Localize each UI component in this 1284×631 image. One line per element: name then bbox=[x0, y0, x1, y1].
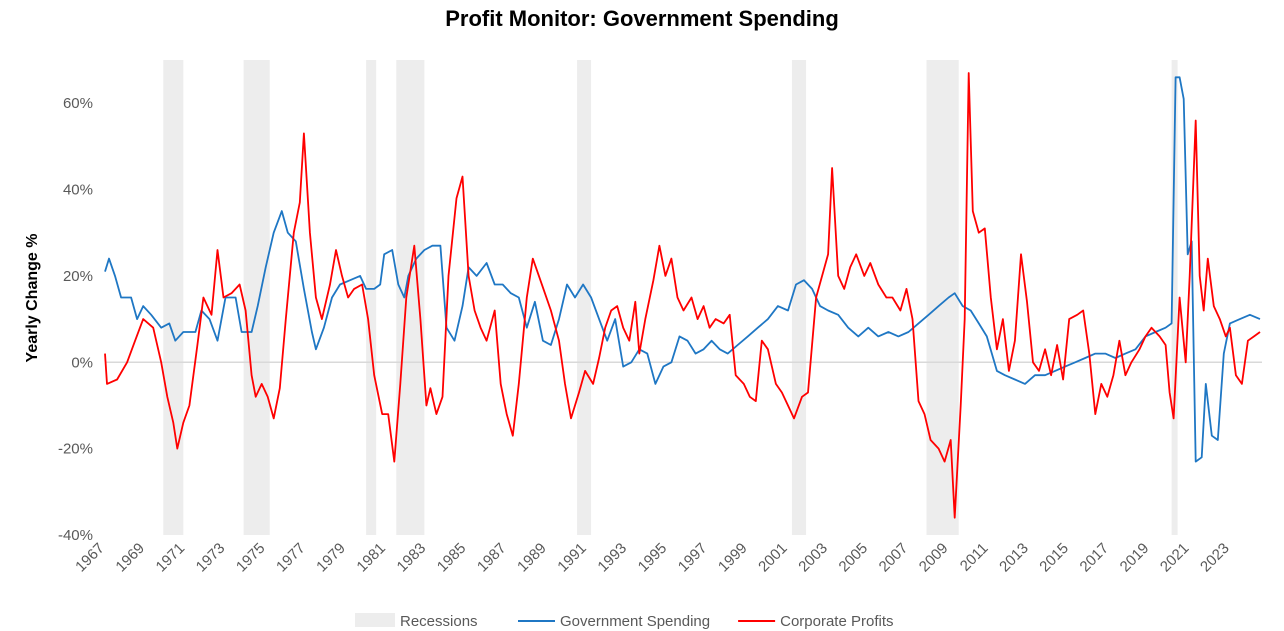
recession-band bbox=[926, 60, 959, 535]
x-tick-label: 2001 bbox=[755, 540, 791, 576]
y-tick-label: 60% bbox=[63, 95, 93, 112]
x-tick-label: 2021 bbox=[1157, 540, 1193, 576]
legend-label: Corporate Profits bbox=[780, 613, 893, 630]
x-tick-label: 2011 bbox=[957, 540, 992, 575]
y-tick-label: 20% bbox=[63, 268, 93, 285]
line-series bbox=[104, 72, 1261, 519]
recession-band bbox=[577, 60, 592, 535]
x-tick-label: 2009 bbox=[916, 540, 952, 576]
x-tick-label: 2015 bbox=[1036, 540, 1072, 576]
y-tick-label: 40% bbox=[63, 182, 93, 199]
x-tick-label: 2019 bbox=[1117, 540, 1153, 576]
x-tick-label: 1985 bbox=[434, 540, 470, 576]
x-tick-label: 2017 bbox=[1077, 540, 1113, 576]
x-tick-label: 1973 bbox=[193, 540, 229, 576]
recession-band bbox=[163, 60, 184, 535]
x-tick-label: 2003 bbox=[795, 540, 831, 576]
x-tick-label: 1967 bbox=[72, 540, 108, 576]
x-tick-label: 1969 bbox=[112, 540, 148, 576]
chart-title: Profit Monitor: Government Spending bbox=[445, 6, 839, 31]
x-tick-label: 1995 bbox=[635, 540, 671, 576]
recession-band bbox=[243, 60, 270, 535]
y-axis-label: Yearly Change % bbox=[24, 234, 41, 363]
x-tick-label: 1999 bbox=[715, 540, 751, 576]
y-tick-label: 0% bbox=[71, 354, 93, 371]
x-tick-label: 2007 bbox=[876, 540, 912, 576]
x-tick-label: 1997 bbox=[675, 540, 711, 576]
legend-label: Government Spending bbox=[560, 613, 710, 630]
recession-band bbox=[791, 60, 807, 535]
x-tick-label: 2013 bbox=[996, 540, 1032, 576]
x-tick-label: 2005 bbox=[836, 540, 872, 576]
y-tick-label: -20% bbox=[58, 441, 93, 458]
x-tick-label: 1981 bbox=[353, 540, 389, 576]
x-tick-label: 1977 bbox=[273, 540, 309, 576]
y-tick-label: -40% bbox=[58, 527, 93, 544]
recession-band bbox=[366, 60, 377, 535]
x-tick-label: 1979 bbox=[313, 540, 349, 576]
legend-label: Recessions bbox=[400, 613, 478, 630]
x-tick-label: 1975 bbox=[233, 540, 269, 576]
line-series bbox=[104, 76, 1261, 463]
x-tick-label: 1983 bbox=[394, 540, 430, 576]
legend-swatch bbox=[355, 613, 395, 627]
x-tick-label: 1991 bbox=[554, 540, 590, 576]
x-tick-label: 1989 bbox=[514, 540, 550, 576]
x-tick-label: 1971 bbox=[153, 540, 189, 576]
x-tick-label: 1993 bbox=[594, 540, 630, 576]
x-tick-label: 1987 bbox=[474, 540, 510, 576]
x-tick-label: 2023 bbox=[1197, 540, 1233, 576]
recession-band bbox=[1171, 60, 1178, 535]
recession-band bbox=[396, 60, 425, 535]
